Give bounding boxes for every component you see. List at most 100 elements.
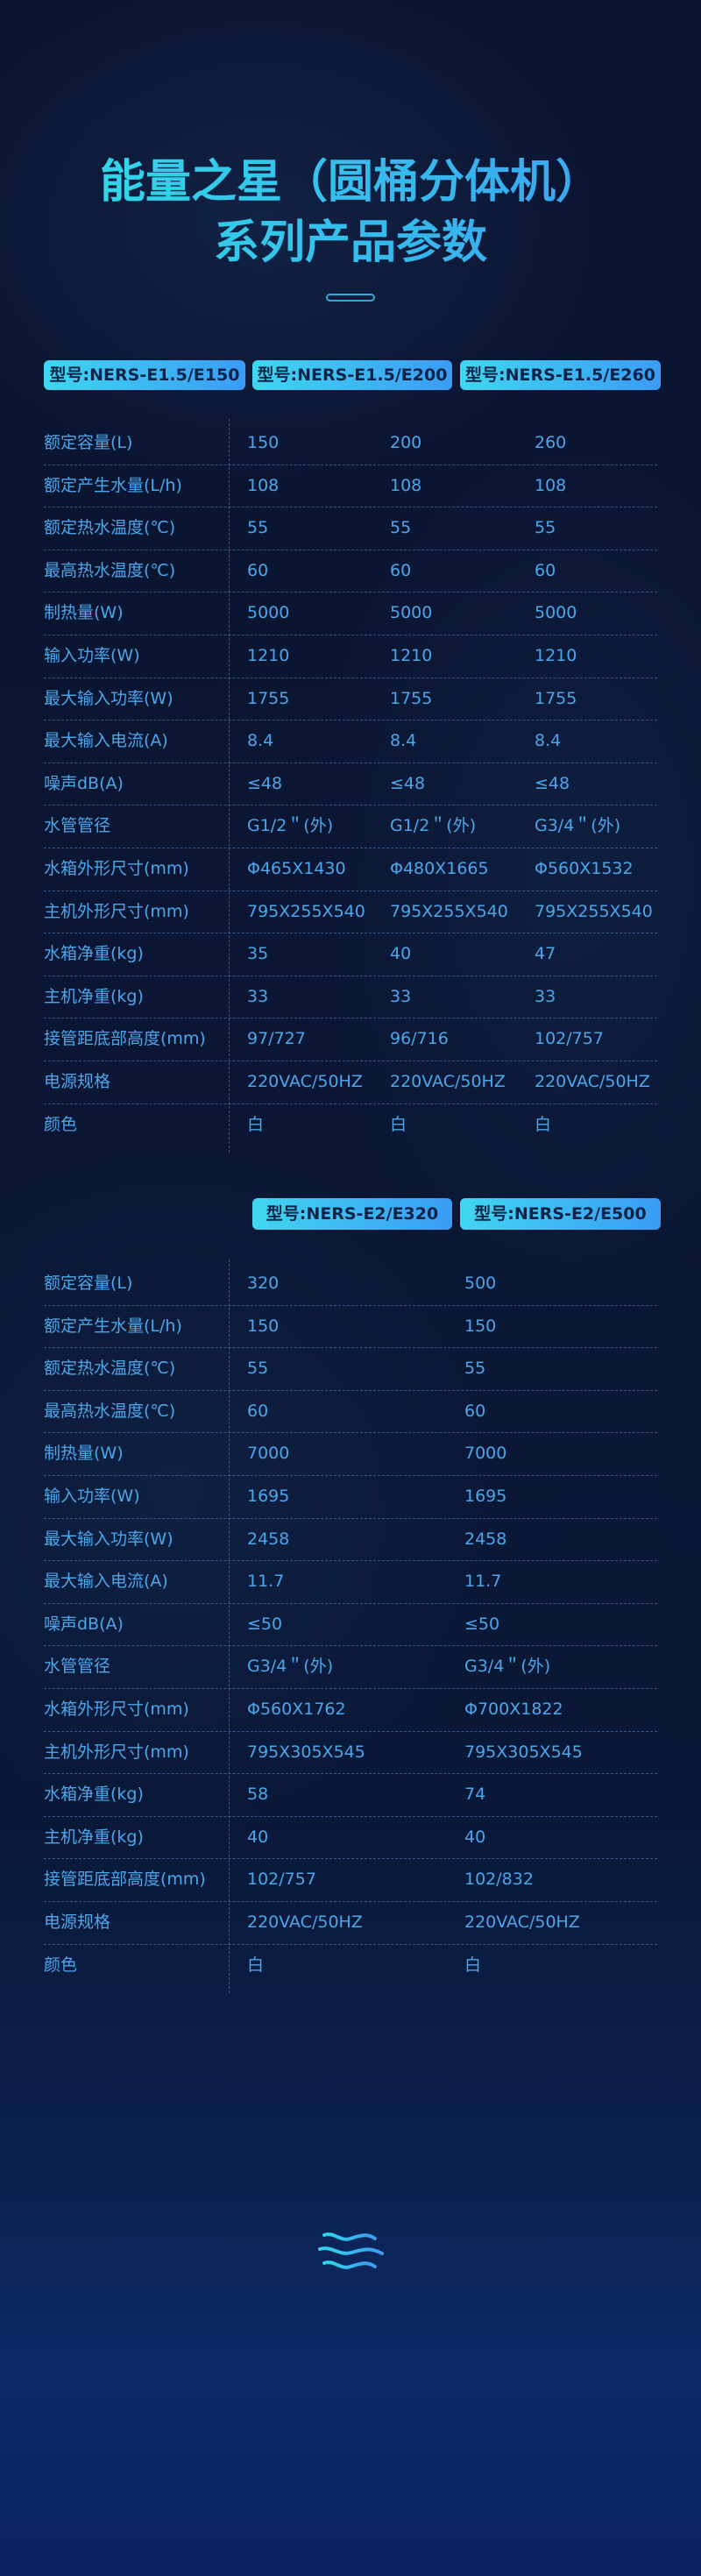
table-row: 额定产生水量(L/h) 108 108 108 <box>44 465 657 508</box>
page-title-line2: 系列产品参数 <box>0 215 701 271</box>
spec-value: 220VAC/50HZ <box>464 1912 580 1932</box>
table-row: 主机净重(kg) 33 33 33 <box>44 976 657 1019</box>
spec-value: 1210 <box>247 645 290 665</box>
table-row: 接管距底部高度(mm) 102/757 102/832 <box>44 1859 657 1902</box>
table-row: 最高热水温度(℃) 60 60 60 <box>44 550 657 593</box>
spec-value: 33 <box>390 986 412 1006</box>
column-divider <box>229 419 230 1153</box>
spec-label: 额定容量(L) <box>44 1274 133 1293</box>
spec-value: 150 <box>247 1316 280 1336</box>
spec-label: 最大输入功率(W) <box>44 688 173 708</box>
spec-value: 47 <box>535 944 556 964</box>
model-badge: 型号:NERS-E1.5/E260 <box>460 360 661 390</box>
table-row: 额定容量(L) 150 200 260 <box>44 422 657 465</box>
spec-value: 108 <box>535 475 567 495</box>
spec-label: 额定热水温度(℃) <box>44 518 176 538</box>
spec-value: 55 <box>535 518 556 538</box>
spec-value: 795X305X545 <box>464 1742 583 1762</box>
spec-value: 40 <box>464 1827 486 1847</box>
table-row: 水箱净重(kg) 35 40 47 <box>44 933 657 976</box>
spec-label: 水管管径 <box>44 1657 111 1677</box>
spec-value: 8.4 <box>535 731 562 751</box>
spec-table-2: 额定容量(L) 320 500 额定产生水量(L/h) 150 150 额定热水温度(℃) 5… <box>44 1260 657 1994</box>
table-row: 电源规格 220VAC/50HZ 220VAC/50HZ 220VAC/50HZ <box>44 1061 657 1104</box>
spec-table-1: 额定容量(L) 150 200 260 额定产生水量(L/h) 108 108 108 额定热水… <box>44 419 657 1153</box>
spec-label: 制热量(W) <box>44 603 124 623</box>
spec-value: ≤48 <box>390 773 426 793</box>
table-row: 主机净重(kg) 40 40 <box>44 1817 657 1860</box>
title-divider <box>326 294 375 302</box>
waves-icon <box>318 2232 384 2269</box>
spec-value: 60 <box>247 560 269 580</box>
spec-value: 11.7 <box>464 1572 502 1592</box>
page-title-line1: 能量之星（圆桶分体机） <box>0 154 701 210</box>
model-badge: 型号:NERS-E1.5/E150 <box>44 360 245 390</box>
spec-label: 制热量(W) <box>44 1444 124 1464</box>
spec-label: 最大输入功率(W) <box>44 1529 173 1549</box>
table-row: 水箱外形尺寸(mm) Φ560X1762 Φ700X1822 <box>44 1689 657 1732</box>
spec-value: ≤50 <box>247 1614 283 1634</box>
spec-label: 额定热水温度(℃) <box>44 1359 176 1379</box>
table-row: 最高热水温度(℃) 60 60 <box>44 1391 657 1434</box>
spec-value: 5000 <box>247 603 290 623</box>
table-row: 水管管径 G1/2＂(外) G1/2＂(外) G3/4＂(外) <box>44 805 657 848</box>
spec-value: Φ480X1665 <box>390 858 489 878</box>
spec-label: 最大输入电流(A) <box>44 1572 168 1592</box>
spec-value: ≤50 <box>464 1614 500 1634</box>
table-row: 额定容量(L) 320 500 <box>44 1263 657 1306</box>
spec-value: ≤48 <box>535 773 570 793</box>
spec-value: 795X255X540 <box>390 901 508 921</box>
spec-label: 最高热水温度(℃) <box>44 560 176 580</box>
model-badge: 型号:NERS-E2/E500 <box>460 1198 661 1230</box>
spec-value: 150 <box>464 1316 497 1336</box>
spec-value: 8.4 <box>247 731 274 751</box>
spec-label: 主机外形尺寸(mm) <box>44 901 189 921</box>
table-row: 输入功率(W) 1210 1210 1210 <box>44 635 657 678</box>
spec-value: 150 <box>247 433 280 452</box>
spec-value: G3/4＂(外) <box>535 816 621 836</box>
spec-value: 2458 <box>464 1529 507 1549</box>
spec-value: Φ560X1532 <box>535 858 634 878</box>
spec-value: 320 <box>247 1274 280 1293</box>
table-row: 噪声dB(A) ≤50 ≤50 <box>44 1604 657 1647</box>
spec-value: 白 <box>247 1955 265 1975</box>
spec-label: 颜色 <box>44 1114 78 1134</box>
spec-label: 接管距底部高度(mm) <box>44 1870 206 1890</box>
table-row: 额定热水温度(℃) 55 55 55 <box>44 507 657 550</box>
table-row: 最大输入电流(A) 8.4 8.4 8.4 <box>44 720 657 763</box>
spec-value: 108 <box>390 475 422 495</box>
spec-value: 1755 <box>247 688 290 708</box>
table-row: 最大输入功率(W) 1755 1755 1755 <box>44 678 657 721</box>
spec-value: 7000 <box>464 1444 507 1464</box>
spec-label: 输入功率(W) <box>44 645 140 665</box>
table-row: 接管距底部高度(mm) 97/727 96/716 102/757 <box>44 1018 657 1061</box>
spec-value: 1210 <box>535 645 577 665</box>
table-row: 制热量(W) 5000 5000 5000 <box>44 593 657 635</box>
spec-value: 200 <box>390 433 422 452</box>
spec-value: 58 <box>247 1785 269 1805</box>
spec-value: Φ560X1762 <box>247 1699 346 1719</box>
spec-value: 60 <box>464 1401 486 1421</box>
spec-label: 水箱外形尺寸(mm) <box>44 858 189 878</box>
table-row: 最大输入功率(W) 2458 2458 <box>44 1519 657 1562</box>
spec-value: 795X305X545 <box>247 1742 365 1762</box>
spec-value: Φ465X1430 <box>247 858 346 878</box>
spec-label: 输入功率(W) <box>44 1486 140 1506</box>
spec-label: 额定容量(L) <box>44 433 133 452</box>
table-row: 水箱净重(kg) 58 74 <box>44 1774 657 1817</box>
spec-value: ≤48 <box>247 773 283 793</box>
table-row: 颜色 白 白 白 <box>44 1104 657 1146</box>
spec-value: 55 <box>247 518 269 538</box>
spec-value: 220VAC/50HZ <box>247 1912 363 1932</box>
table-row: 主机外形尺寸(mm) 795X255X540 795X255X540 795X255X… <box>44 891 657 934</box>
spec-value: 40 <box>390 944 412 964</box>
spec-value: 白 <box>247 1114 265 1134</box>
table-row: 额定热水温度(℃) 55 55 <box>44 1348 657 1391</box>
spec-value: Φ700X1822 <box>464 1699 563 1719</box>
table-row: 电源规格 220VAC/50HZ 220VAC/50HZ <box>44 1902 657 1945</box>
spec-value: 108 <box>247 475 280 495</box>
spec-value: 55 <box>247 1359 269 1379</box>
model-badge: 型号:NERS-E2/E320 <box>252 1198 452 1230</box>
spec-label: 水箱外形尺寸(mm) <box>44 1699 189 1719</box>
spec-label: 主机外形尺寸(mm) <box>44 1742 189 1762</box>
